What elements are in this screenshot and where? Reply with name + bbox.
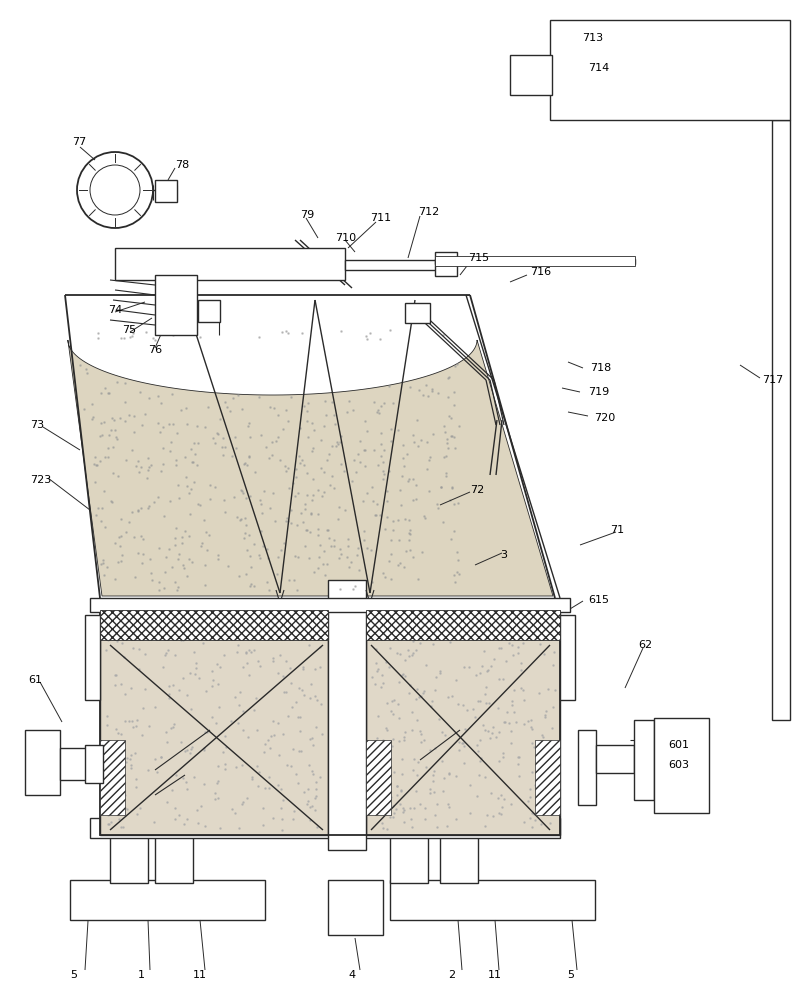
Bar [85, 615, 100, 700]
Bar [365, 610, 560, 640]
Bar [100, 740, 124, 815]
Bar [328, 580, 365, 850]
Text: 11: 11 [193, 970, 206, 980]
Bar [509, 55, 552, 95]
Text: 717: 717 [761, 375, 782, 385]
Text: 76: 76 [148, 345, 162, 355]
Bar [60, 748, 102, 780]
Text: 5: 5 [566, 970, 573, 980]
Text: 719: 719 [587, 387, 609, 397]
Text: 601: 601 [667, 740, 688, 750]
Bar [328, 880, 382, 935]
Text: 711: 711 [369, 213, 390, 223]
Text: 74: 74 [108, 305, 122, 315]
Bar [549, 20, 789, 120]
Bar [155, 180, 177, 202]
Bar [90, 818, 560, 838]
Bar [577, 730, 595, 805]
Bar [771, 120, 789, 720]
Text: 718: 718 [589, 363, 610, 373]
Bar [389, 835, 427, 883]
Bar [115, 248, 344, 280]
Bar [534, 740, 560, 815]
Text: 715: 715 [467, 253, 488, 263]
Bar [110, 835, 148, 883]
Polygon shape [67, 340, 552, 596]
Text: 712: 712 [418, 207, 438, 217]
Text: 5: 5 [70, 970, 77, 980]
Text: 2: 2 [447, 970, 454, 980]
Text: 714: 714 [587, 63, 609, 73]
Bar [155, 835, 193, 883]
Bar [100, 610, 560, 835]
Bar [434, 256, 634, 266]
Text: 1: 1 [138, 970, 145, 980]
Bar [100, 610, 328, 835]
Text: 73: 73 [30, 420, 44, 430]
Bar [365, 740, 390, 815]
Bar [434, 259, 634, 264]
Bar [90, 598, 569, 612]
Text: 77: 77 [72, 137, 86, 147]
Text: 720: 720 [593, 413, 614, 423]
Bar [653, 718, 708, 813]
Text: 78: 78 [175, 160, 189, 170]
Bar [85, 745, 103, 783]
Text: 61: 61 [28, 675, 42, 685]
Text: 603: 603 [667, 760, 688, 770]
Text: 71: 71 [609, 525, 623, 535]
Bar [560, 615, 574, 700]
Bar [434, 252, 456, 276]
Bar [155, 275, 197, 335]
Text: 713: 713 [581, 33, 602, 43]
Text: 3: 3 [499, 550, 507, 560]
Bar [634, 720, 653, 800]
Bar [70, 880, 265, 920]
Bar [595, 745, 634, 773]
Text: 723: 723 [30, 475, 51, 485]
Bar [365, 610, 560, 835]
Text: 4: 4 [348, 970, 355, 980]
Text: 79: 79 [300, 210, 314, 220]
Text: 75: 75 [122, 325, 136, 335]
Bar [100, 610, 328, 640]
Bar [405, 303, 430, 323]
Text: 710: 710 [335, 233, 356, 243]
Bar [198, 300, 220, 322]
Text: 72: 72 [470, 485, 483, 495]
Text: 716: 716 [529, 267, 550, 277]
Bar [389, 880, 594, 920]
Text: 11: 11 [487, 970, 501, 980]
Text: 62: 62 [638, 640, 651, 650]
Bar [25, 730, 60, 795]
Text: 615: 615 [587, 595, 608, 605]
Bar [344, 260, 454, 270]
Bar [439, 835, 478, 883]
